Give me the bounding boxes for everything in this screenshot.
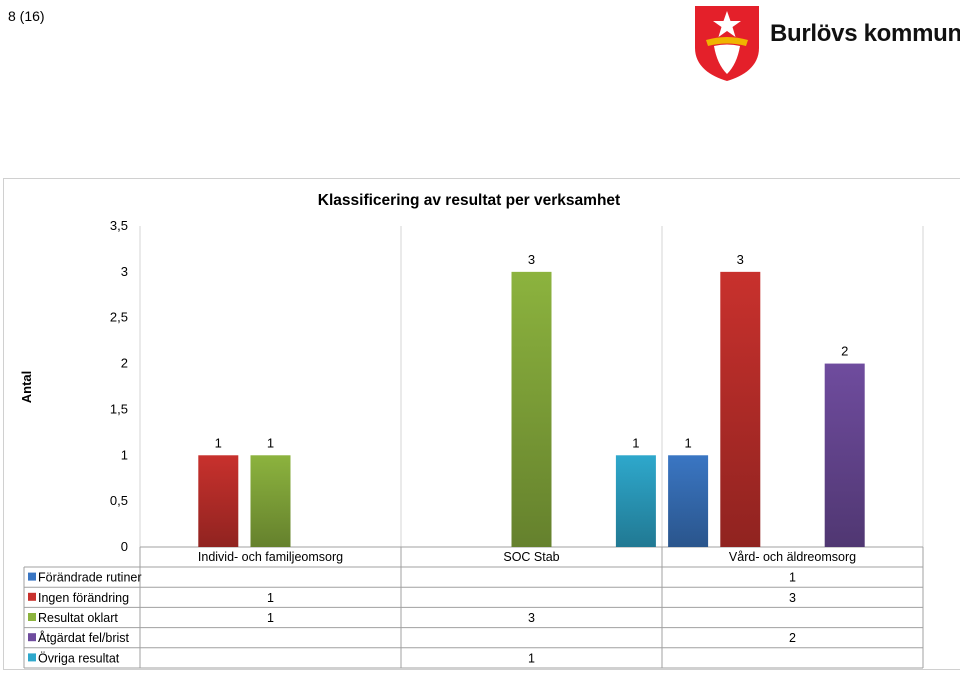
y-tick-label: 0,5 bbox=[110, 493, 128, 508]
bar bbox=[668, 455, 709, 547]
coat-of-arms-icon bbox=[695, 6, 759, 81]
table-cell-value: 1 bbox=[528, 651, 535, 665]
bar-data-label: 1 bbox=[267, 435, 274, 450]
legend-entry: Resultat oklart bbox=[38, 611, 118, 625]
chart-frame bbox=[3, 178, 960, 670]
legend-swatch bbox=[28, 572, 36, 581]
logo-text: Burlövs kommun bbox=[770, 20, 960, 47]
bar bbox=[250, 455, 291, 547]
bar-data-label: 1 bbox=[684, 435, 691, 450]
legend-entry: Övriga resultat bbox=[38, 651, 120, 665]
bar bbox=[198, 455, 239, 547]
legend-swatch bbox=[28, 633, 36, 642]
bar bbox=[720, 271, 761, 547]
table-cell-value: 2 bbox=[789, 631, 796, 645]
y-tick-label: 1 bbox=[121, 447, 128, 462]
y-tick-label: 2,5 bbox=[110, 310, 128, 325]
y-tick-label: 1,5 bbox=[110, 401, 128, 416]
bar-data-label: 3 bbox=[528, 252, 535, 267]
municipality-logo: Burlövs kommun bbox=[692, 4, 960, 82]
bar bbox=[511, 271, 552, 547]
bar bbox=[824, 363, 865, 547]
legend-swatch bbox=[28, 592, 36, 601]
bar-data-label: 1 bbox=[215, 435, 222, 450]
bar bbox=[615, 455, 656, 547]
legend-swatch bbox=[28, 613, 36, 621]
table-cell-value: 3 bbox=[528, 611, 535, 625]
y-tick-label: 0 bbox=[121, 539, 128, 554]
table-cell-value: 1 bbox=[267, 611, 274, 625]
legend-entry: Förändrade rutiner bbox=[38, 571, 142, 585]
y-axis-label: Antal bbox=[19, 371, 34, 404]
table-cell-value: 3 bbox=[789, 591, 796, 605]
table-cell-value: 1 bbox=[789, 571, 796, 585]
category-label: Individ- och familjeomsorg bbox=[198, 550, 343, 564]
category-label: Vård- och äldreomsorg bbox=[729, 550, 856, 564]
legend-swatch bbox=[28, 653, 36, 662]
chart-title: Klassificering av resultat per verksamhe… bbox=[318, 192, 620, 209]
bar-data-label: 3 bbox=[737, 252, 744, 267]
bar-data-label: 2 bbox=[841, 344, 848, 359]
y-tick-label: 3,5 bbox=[110, 218, 128, 233]
y-tick-label: 2 bbox=[121, 356, 128, 371]
page-number: 8 (16) bbox=[8, 8, 45, 24]
legend-entry: Ingen förändring bbox=[38, 591, 129, 605]
table-cell-value: 1 bbox=[267, 591, 274, 605]
bar-data-label: 1 bbox=[632, 435, 639, 450]
y-tick-label: 3 bbox=[121, 264, 128, 279]
category-label: SOC Stab bbox=[503, 550, 559, 564]
legend-entry: Åtgärdat fel/brist bbox=[38, 630, 130, 645]
